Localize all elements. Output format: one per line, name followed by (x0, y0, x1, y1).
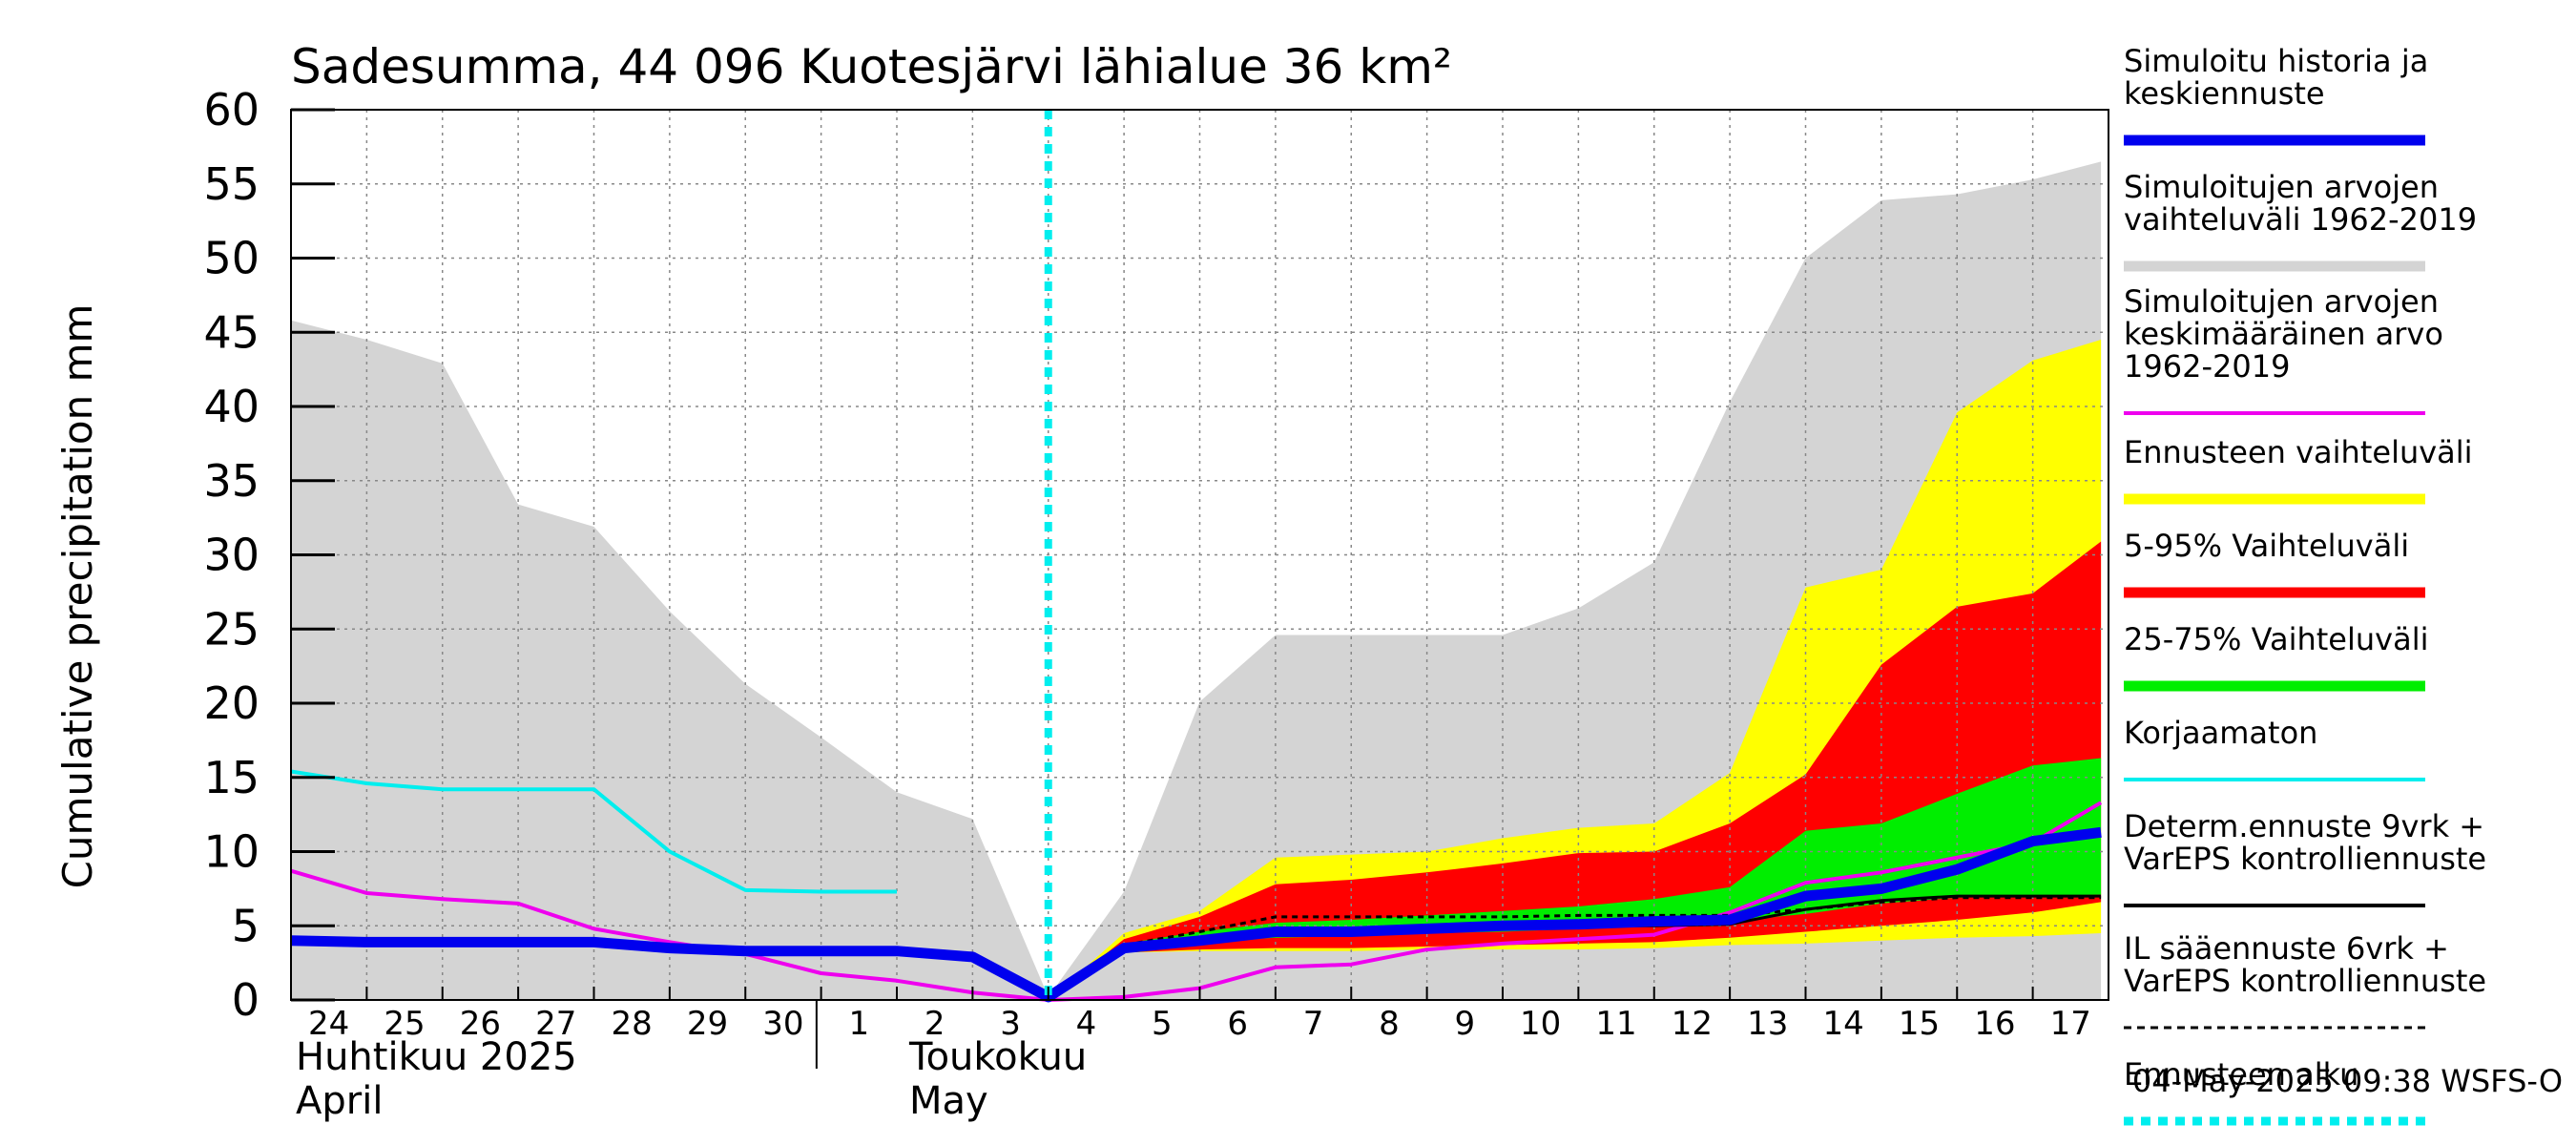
x-tick-label: 3 (1000, 1005, 1021, 1043)
legend-label: Determ.ennuste 9vrk + (2124, 808, 2484, 844)
timestamp: 04-May-2025 09:38 WSFS-O (2132, 1063, 2563, 1099)
y-axis: 0 5 10 15 20 25 30 35 40 45 50 55 60 (203, 84, 335, 1026)
y-tick-label: 55 (203, 158, 260, 210)
legend-item: 25-75% Vaihteluväli (2124, 621, 2428, 692)
y-tick-label: 25 (203, 603, 260, 655)
month-label-en: May (909, 1079, 988, 1123)
legend-item: Ennusteen vaihteluväli (2124, 434, 2473, 505)
legend-item: 5-95% Vaihteluväli (2124, 528, 2425, 598)
legend-label: keskimääräinen arvo (2124, 316, 2443, 352)
y-tick-label: 15 (203, 752, 260, 803)
x-tick-label: 30 (762, 1005, 803, 1043)
x-tick-label: 16 (1974, 1005, 2015, 1043)
y-tick-label: 45 (203, 306, 260, 358)
legend-label: IL sääennuste 6vrk + (2124, 930, 2449, 967)
legend-label: Korjaamaton (2124, 715, 2317, 751)
x-tick-label: 17 (2050, 1005, 2091, 1043)
x-tick-label: 6 (1227, 1005, 1248, 1043)
x-tick-label: 13 (1747, 1005, 1788, 1043)
legend-label: vaihteluväli 1962-2019 (2124, 201, 2477, 238)
series-line-4 (290, 826, 2102, 1003)
legend-label: Ennusteen alku (2124, 1056, 2358, 1093)
band-0 (291, 161, 2102, 1000)
x-tick-label: 10 (1520, 1005, 1561, 1043)
legend-label: Simuloitujen arvojen (2124, 283, 2439, 320)
month-label: Huhtikuu 2025 (296, 1035, 577, 1079)
band-3 (1048, 758, 2102, 1000)
month-label-en: April (296, 1079, 383, 1123)
legend-label: Ennusteen vaihteluväli (2124, 434, 2473, 470)
x-tick-label: 7 (1303, 1005, 1324, 1043)
y-tick-label: 5 (232, 900, 260, 951)
legend: Simuloitu historia jakeskiennusteSimuloi… (2124, 43, 2486, 1126)
x-tick-label: 28 (612, 1005, 653, 1043)
x-tick-label: 5 (1152, 1005, 1173, 1043)
x-tick-label: 29 (687, 1005, 728, 1043)
legend-item: Ennusteen alku (2124, 1056, 2425, 1126)
x-tick-label: 12 (1672, 1005, 1713, 1043)
y-tick-label: 10 (203, 826, 260, 878)
legend-label: keskiennuste (2124, 75, 2325, 112)
y-axis-label: Cumulative precipitation mm (54, 304, 101, 889)
y-tick-label: 60 (203, 84, 260, 135)
x-tick-label: 25 (384, 1005, 425, 1043)
series-line-3 (1047, 896, 2102, 999)
x-tick-label: 15 (1899, 1005, 1940, 1043)
x-tick-label: 26 (460, 1005, 501, 1043)
x-tick-label: 2 (924, 1005, 945, 1043)
month-label: Toukokuu (908, 1035, 1087, 1079)
x-tick-label: 4 (1076, 1005, 1097, 1043)
x-tick-label: 14 (1823, 1005, 1864, 1043)
series-line-1 (290, 769, 897, 894)
chart-title: Sadesumma, 44 096 Kuotesjärvi lähialue 3… (291, 39, 1452, 94)
x-axis: 24 25 26 27 28 29 30 1 2 3 4 5 6 7 8 9 10 11 12 13 14 15 16 17H… (290, 987, 2091, 1123)
y-tick-label: 20 (203, 677, 260, 729)
x-tick-label: 1 (848, 1005, 869, 1043)
legend-label: Simuloitu historia ja (2124, 43, 2428, 79)
x-tick-label: 24 (308, 1005, 349, 1043)
x-tick-label: 9 (1454, 1005, 1475, 1043)
x-tick-label: 27 (535, 1005, 576, 1043)
y-tick-label: 50 (203, 233, 260, 284)
legend-label: 25-75% Vaihteluväli (2124, 621, 2428, 657)
legend-label: VarEPS kontrolliennuste (2124, 841, 2486, 877)
legend-label: 5-95% Vaihteluväli (2124, 528, 2409, 564)
legend-label: Simuloitujen arvojen (2124, 169, 2439, 205)
y-tick-label: 35 (203, 455, 260, 507)
legend-label: VarEPS kontrolliennuste (2124, 963, 2486, 999)
legend-item: Korjaamaton (2124, 715, 2425, 781)
y-tick-label: 40 (203, 381, 260, 432)
y-tick-label: 30 (203, 530, 260, 581)
legend-item: IL sääennuste 6vrk + VarEPS kontrollienn… (2124, 930, 2486, 1030)
legend-label: 1962-2019 (2124, 348, 2290, 385)
x-tick-label: 11 (1595, 1005, 1636, 1043)
x-tick-label: 8 (1379, 1005, 1400, 1043)
plot-area (290, 109, 2109, 1003)
y-tick-label: 0 (232, 974, 260, 1026)
legend-item: Determ.ennuste 9vrk +VarEPS kontrollienn… (2124, 808, 2486, 907)
